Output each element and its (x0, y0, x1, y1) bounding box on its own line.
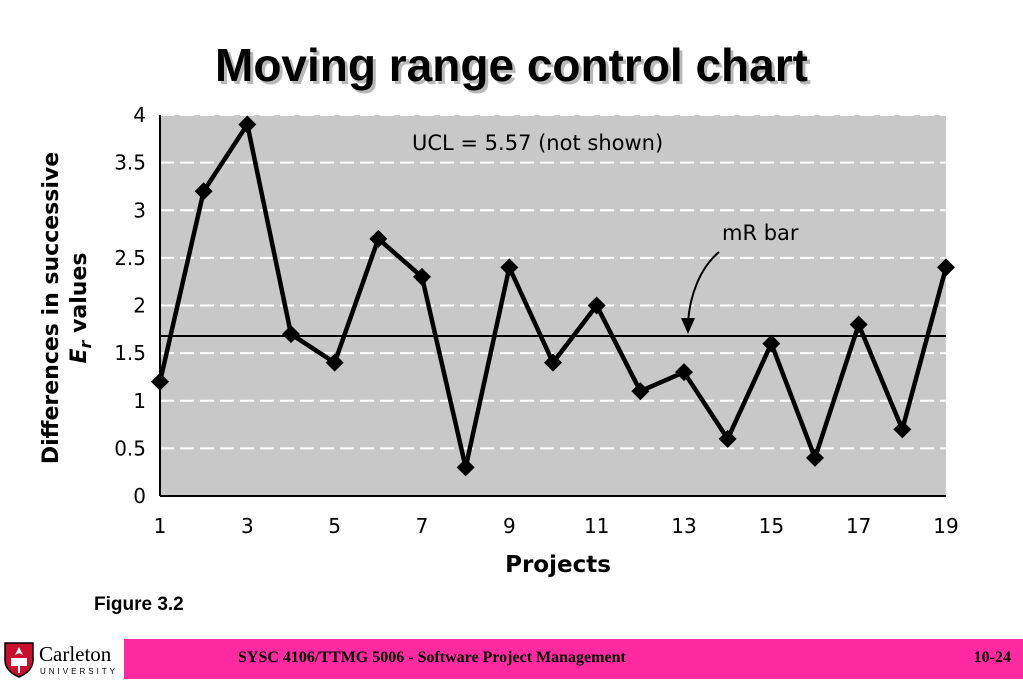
page-number: 10-24 (973, 649, 1011, 666)
y-axis-label-line1: Differences in successive (39, 152, 64, 464)
footer-bar (124, 639, 1023, 679)
slide-title: Moving range control chart (215, 39, 808, 91)
data-point (369, 229, 388, 248)
data-point (282, 325, 300, 344)
data-point (893, 420, 912, 439)
y-tick-label: 3 (133, 198, 146, 222)
y-axis-label-line2: Er values (67, 253, 95, 364)
logo-name: Carleton (39, 642, 112, 666)
mr-bar-label: mR bar (722, 221, 799, 245)
x-tick-labels: 1 3 5 7 9 11 13 15 17 19 (154, 514, 959, 538)
x-tick-label: 7 (416, 514, 429, 538)
crest-icon (4, 642, 34, 678)
course-title: SYSC 4106/TTMG 5006 - Software Project M… (238, 649, 626, 666)
mr-bar-arrow (687, 251, 720, 323)
x-tick-label: 3 (241, 514, 254, 538)
x-axis-label: Projects (505, 552, 611, 578)
moving-range-chart: 00.511.522.533.54 1 3 5 7 9 11 13 15 17 19 UCL = … (39, 103, 959, 578)
x-tick-label: 19 (933, 514, 958, 538)
data-point (762, 334, 781, 353)
data-point (238, 115, 257, 134)
logo-subtitle: UNIVERSITY (40, 667, 119, 676)
x-tick-label: 17 (846, 514, 871, 538)
data-point (413, 267, 431, 286)
carleton-logo: Carleton UNIVERSITY (2, 640, 122, 680)
x-tick-label: 5 (328, 514, 341, 538)
y-tick-labels: 0 0.5 1 1.5 2 2.5 3 3.5 4 (114, 103, 146, 508)
x-tick-label: 11 (584, 514, 609, 538)
y-tick-label: 0.5 (114, 436, 146, 460)
y-tick-label: 1 (133, 389, 146, 413)
data-point (849, 315, 868, 334)
y-tick-label: 1.5 (114, 341, 146, 365)
data-point (194, 182, 213, 201)
er-symbol: E (67, 348, 92, 363)
x-tick-label: 15 (759, 514, 784, 538)
gridlines (160, 114, 946, 450)
y-tick-label: 0 (133, 484, 146, 508)
y-axis-label-rest: values (67, 253, 92, 341)
data-point (500, 258, 519, 277)
data-point (937, 258, 955, 277)
y-tick-label: 3.5 (114, 151, 146, 175)
x-tick-label: 1 (154, 514, 167, 538)
figure-caption: Figure 3.2 (94, 594, 184, 615)
data-point (456, 458, 475, 477)
y-axis-label: Differences in successive Er values (39, 152, 95, 464)
data-point (325, 353, 344, 372)
y-tick-label: 4 (133, 103, 146, 127)
data-point (587, 296, 606, 315)
data-point (675, 363, 693, 382)
data-point (631, 382, 650, 401)
ucl-annotation: UCL = 5.57 (not shown) (412, 131, 663, 155)
x-tick-label: 9 (503, 514, 516, 538)
y-tick-label: 2.5 (114, 246, 146, 270)
data-point (718, 429, 737, 448)
y-tick-label: 2 (133, 294, 146, 318)
x-tick-label: 13 (671, 514, 696, 538)
er-subscript: r (76, 339, 95, 348)
data-point (544, 353, 562, 372)
mr-bar-arrowhead (681, 318, 695, 334)
footer: Carleton UNIVERSITY SYSC 4106/TTMG 5006 … (0, 636, 1023, 682)
data-point (806, 448, 824, 467)
